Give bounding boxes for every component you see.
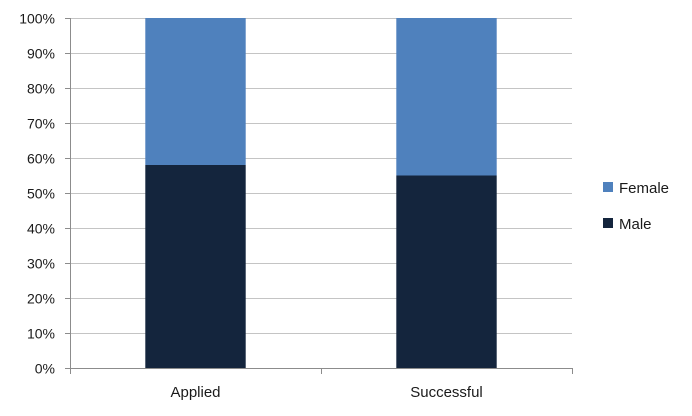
bars	[145, 18, 497, 368]
y-tick-label: 80%	[27, 81, 55, 97]
legend-swatch-female	[603, 182, 613, 192]
legend-swatch-male	[603, 218, 613, 228]
bar-segment-female-successful	[396, 18, 497, 176]
y-tick-label: 40%	[27, 221, 55, 237]
legend-label-female: Female	[619, 180, 669, 197]
y-tick-label: 0%	[35, 361, 55, 377]
y-tick-label: 60%	[27, 151, 55, 167]
axes	[65, 18, 573, 374]
bar-segment-male-applied	[145, 165, 246, 368]
y-tick-label: 50%	[27, 186, 55, 202]
x-axis-tick-labels: Applied Successful	[170, 384, 482, 401]
y-tick-label: 70%	[27, 116, 55, 132]
bar-segment-female-applied	[145, 18, 246, 165]
bar-segment-male-successful	[396, 175, 497, 368]
y-tick-label: 20%	[27, 291, 55, 307]
x-tick-label: Applied	[170, 384, 220, 401]
legend-label-male: Male	[619, 216, 652, 233]
x-tick-label: Successful	[410, 384, 483, 401]
y-axis-tick-labels: 0% 10% 20% 30% 40% 50% 60% 70% 80% 90% 100%	[19, 11, 55, 377]
legend: Female Male	[603, 180, 669, 233]
y-tick-label: 10%	[27, 326, 55, 342]
y-tick-label: 100%	[19, 11, 55, 27]
y-tick-label: 30%	[27, 256, 55, 272]
y-tick-label: 90%	[27, 46, 55, 62]
